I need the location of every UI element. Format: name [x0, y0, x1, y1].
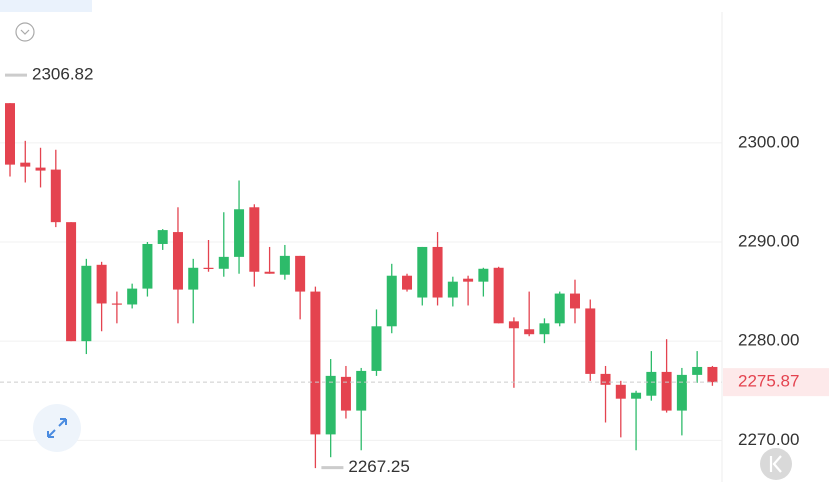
candle-body [127, 288, 138, 305]
y-tick-label: 2280.00 [738, 331, 799, 350]
y-tick-label: 2300.00 [738, 132, 799, 151]
candle-body [81, 265, 92, 342]
candle-body [218, 256, 229, 269]
candle-body [524, 329, 535, 335]
candle-body [234, 209, 245, 257]
candle-body [417, 246, 428, 298]
y-tick-label: 2290.00 [738, 231, 799, 250]
candle-body [585, 308, 596, 374]
candle-body [356, 370, 367, 411]
candle-body [371, 326, 382, 371]
candle-body [661, 371, 672, 411]
expand-button[interactable] [33, 404, 81, 452]
candle-body [600, 373, 611, 385]
collapse-button[interactable] [15, 22, 35, 42]
last-price-box [723, 368, 829, 397]
candle-body [402, 275, 413, 290]
candle-body [188, 267, 199, 290]
candle-body [478, 268, 489, 282]
candle-body [279, 255, 290, 275]
candle-body [96, 264, 107, 304]
candle-body [569, 293, 580, 309]
candle-body [310, 291, 321, 435]
candle-body [539, 323, 550, 335]
candle-body [631, 392, 642, 399]
candle-body [447, 281, 458, 298]
candle-body [66, 222, 77, 342]
k-button[interactable] [760, 448, 792, 480]
candle-body [157, 230, 168, 244]
low-marker-label: 2267.25 [348, 457, 409, 476]
candle-body [35, 167, 46, 171]
candle-body [646, 371, 657, 396]
candle-body [295, 255, 306, 292]
candle-body [5, 103, 15, 165]
high-marker-label: 2306.82 [32, 65, 93, 84]
candle-body [676, 374, 687, 411]
candle-body [249, 207, 260, 272]
candle-body [142, 243, 153, 289]
candle-body [692, 366, 703, 375]
candle-body [386, 275, 397, 327]
candle-body [111, 303, 122, 305]
last-price-label: 2275.87 [738, 372, 799, 391]
candle-body [172, 232, 183, 290]
candle-body [432, 246, 443, 298]
candle-body [325, 375, 336, 435]
candle-body [264, 271, 275, 274]
candle-body [463, 278, 474, 282]
candle-body [707, 366, 718, 383]
candle-body [615, 384, 626, 399]
tab-highlight [0, 0, 92, 12]
y-tick-label: 2270.00 [738, 430, 799, 449]
candle-body [50, 169, 61, 223]
candle-body [554, 293, 565, 324]
candle-body [508, 321, 519, 329]
candle-body [493, 267, 504, 324]
candle-body [340, 376, 351, 411]
candle-body [203, 267, 214, 269]
candle-body [20, 162, 31, 167]
